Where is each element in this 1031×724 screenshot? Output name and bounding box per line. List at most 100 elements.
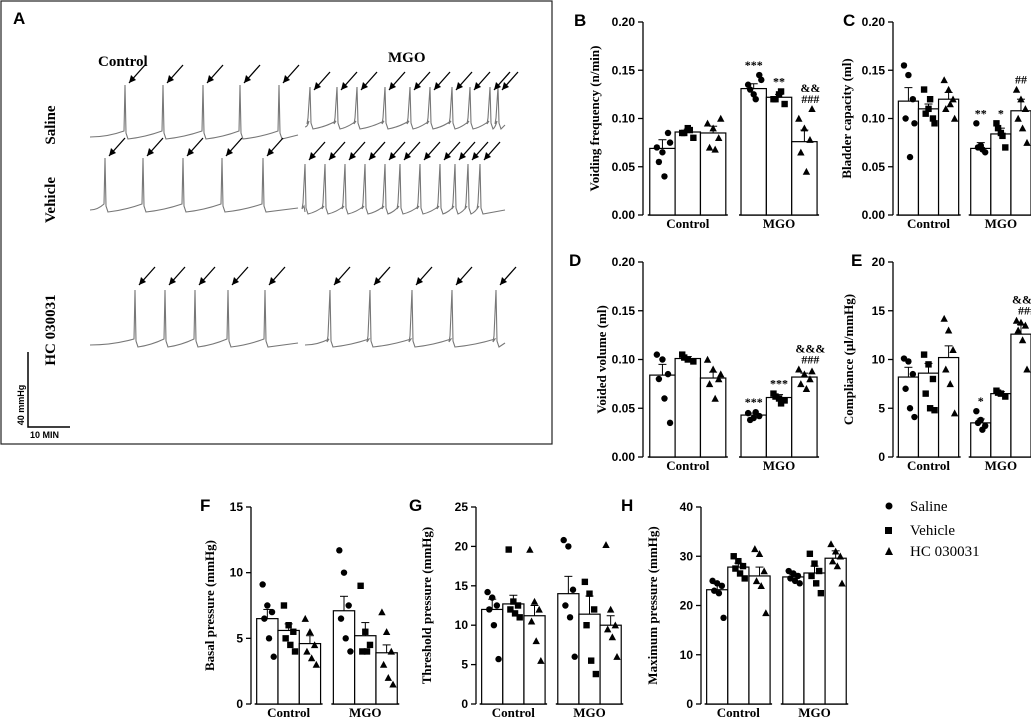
data-point-square <box>587 657 595 664</box>
data-point-triangle <box>705 380 714 388</box>
data-point-circle <box>973 120 980 127</box>
data-point-triangle <box>717 370 725 378</box>
data-point-square <box>925 361 932 368</box>
data-point-square <box>732 565 739 572</box>
data-point-triangle <box>831 547 840 555</box>
data-point-triangle <box>379 660 388 668</box>
legend-marker-hc030031 <box>885 547 893 555</box>
panel-label: F <box>200 496 210 515</box>
data-point-triangle <box>608 633 617 641</box>
data-point-circle <box>565 543 572 550</box>
bar <box>740 87 767 216</box>
data-point-square <box>514 602 522 609</box>
bar <box>765 96 793 216</box>
arrow-icon-head <box>349 152 356 160</box>
data-point-circle <box>347 648 354 655</box>
data-point-triangle <box>705 143 714 151</box>
bar-charts: B Voiding frequency (n/min) 0.00 0.05 0.10 0.… <box>200 11 1031 720</box>
bar <box>674 357 702 458</box>
arrow-icon-head <box>267 148 274 156</box>
data-point-square <box>926 96 934 103</box>
data-point-circle <box>756 71 763 79</box>
arrow-icon-head <box>187 148 194 156</box>
data-point-triangle <box>703 355 712 363</box>
y-tick-label: 0.05 <box>862 160 886 174</box>
chart-f: F Basal pressure (mmHg) 0 5 10 15 Control MGO <box>200 496 400 720</box>
data-point-circle <box>979 146 986 153</box>
data-point-square <box>590 606 598 613</box>
arrow-icon-head <box>334 277 341 285</box>
data-point-square <box>926 405 934 412</box>
data-point-circle <box>902 385 909 392</box>
chart-e: E Compliance (μl/mmHg) 0 5 10 15 20 Control MGO *… <box>841 251 1031 473</box>
data-point-triangle <box>307 654 316 662</box>
arrow-icon-head <box>474 82 481 90</box>
bar <box>791 141 818 216</box>
significance-label: &&& <box>795 341 825 355</box>
bar <box>748 575 771 705</box>
chart-g: G Threshold pressure (mmHg) 0 5 10 15 20 25 Cont… <box>409 496 624 720</box>
data-point-circle <box>270 653 277 660</box>
y-tick-label: 0.10 <box>862 112 886 126</box>
row-label-saline: Saline <box>43 105 59 145</box>
panel-label: C <box>843 11 855 30</box>
data-point-triangle <box>836 552 845 560</box>
data-point-circle <box>265 635 273 642</box>
data-point-square <box>684 356 691 363</box>
x-group-label: MGO <box>349 705 382 720</box>
data-point-triangle <box>613 653 621 660</box>
data-point-triangle <box>949 346 957 353</box>
data-point-circle <box>666 419 674 427</box>
x-group-label: Control <box>907 458 950 473</box>
y-tick-label: 0 <box>878 450 885 464</box>
data-point-square <box>735 557 742 565</box>
data-point-square <box>999 132 1006 140</box>
data-point-circle <box>758 76 765 84</box>
data-point-triangle <box>312 660 321 668</box>
data-point-square <box>931 120 938 127</box>
cystometry-traces <box>89 64 519 348</box>
arrow-icon-head <box>109 148 116 156</box>
data-point-square <box>686 126 694 134</box>
data-point-triangle <box>301 614 309 622</box>
data-point-square <box>920 351 928 358</box>
x-group-label: MGO <box>985 216 1018 231</box>
arrow-icon-head <box>369 152 376 160</box>
y-tick-label: 0 <box>236 697 243 711</box>
arrow-icon-head <box>207 75 214 83</box>
arrow-icon-head <box>129 75 136 83</box>
arrow-icon-head <box>139 277 146 285</box>
data-point-circle <box>979 426 986 433</box>
arrow-icon-head <box>456 277 463 285</box>
data-point-triangle <box>806 136 814 143</box>
data-point-square <box>581 578 589 586</box>
arrow-icon-head <box>199 277 206 285</box>
data-point-circle <box>906 153 914 161</box>
data-point-circle <box>337 615 345 622</box>
data-point-triangle <box>703 119 712 127</box>
y-tick-label: 10 <box>230 566 244 580</box>
data-point-triangle <box>797 380 805 388</box>
data-point-triangle <box>751 545 759 553</box>
data-point-square <box>931 407 938 414</box>
y-tick-label: 0.00 <box>612 450 636 464</box>
data-point-triangle <box>808 367 816 375</box>
significance-label: ** <box>975 106 987 120</box>
data-point-square <box>690 134 697 141</box>
y-tick-label: 0.15 <box>612 63 636 77</box>
data-point-circle <box>752 408 759 416</box>
legend-label-hc030031: HC 030031 <box>910 544 980 560</box>
data-point-square <box>357 582 364 589</box>
data-point-square <box>781 397 788 404</box>
arrow-icon-head <box>169 277 176 285</box>
row-label-vehicle: Vehicle <box>43 177 59 223</box>
x-group-label: MGO <box>985 458 1018 473</box>
data-point-triangle <box>1023 365 1031 373</box>
y-tick-label: 0 <box>461 697 468 711</box>
data-point-triangle <box>535 605 543 613</box>
data-point-triangle <box>942 365 950 373</box>
y-axis-label: Threshold pressure (mmHg) <box>419 527 434 684</box>
data-point-triangle <box>384 674 393 681</box>
data-point-circle <box>906 405 914 412</box>
arrow-icon-head <box>244 75 251 83</box>
